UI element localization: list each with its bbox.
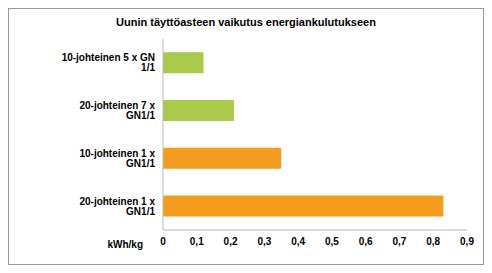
svg-text:0,7: 0,7 (392, 236, 406, 247)
svg-text:0: 0 (160, 236, 166, 247)
svg-text:0,5: 0,5 (325, 236, 339, 247)
svg-text:10-johteinen 1 xGN1/1: 10-johteinen 1 xGN1/1 (79, 148, 155, 169)
svg-text:0,4: 0,4 (291, 236, 305, 247)
svg-text:10-johteinen 5 x GN1/1: 10-johteinen 5 x GN1/1 (62, 52, 156, 73)
svg-text:20-johteinen 7 xGN1/1: 20-johteinen 7 xGN1/1 (79, 100, 155, 121)
svg-text:0,1: 0,1 (190, 236, 204, 247)
svg-text:0,6: 0,6 (359, 236, 373, 247)
svg-text:0,2: 0,2 (224, 236, 238, 247)
svg-text:0,3: 0,3 (257, 236, 271, 247)
svg-text:0,8: 0,8 (426, 236, 440, 247)
svg-text:kWh/kg: kWh/kg (107, 239, 143, 250)
html-text:Uunin täyttöasteen vaikutus en: Uunin täyttöasteen vaikutus energiankulu… (116, 16, 376, 28)
svg-text:0,9: 0,9 (460, 236, 474, 247)
svg-text:20-johteinen 1 xGN1/1: 20-johteinen 1 xGN1/1 (79, 196, 155, 217)
